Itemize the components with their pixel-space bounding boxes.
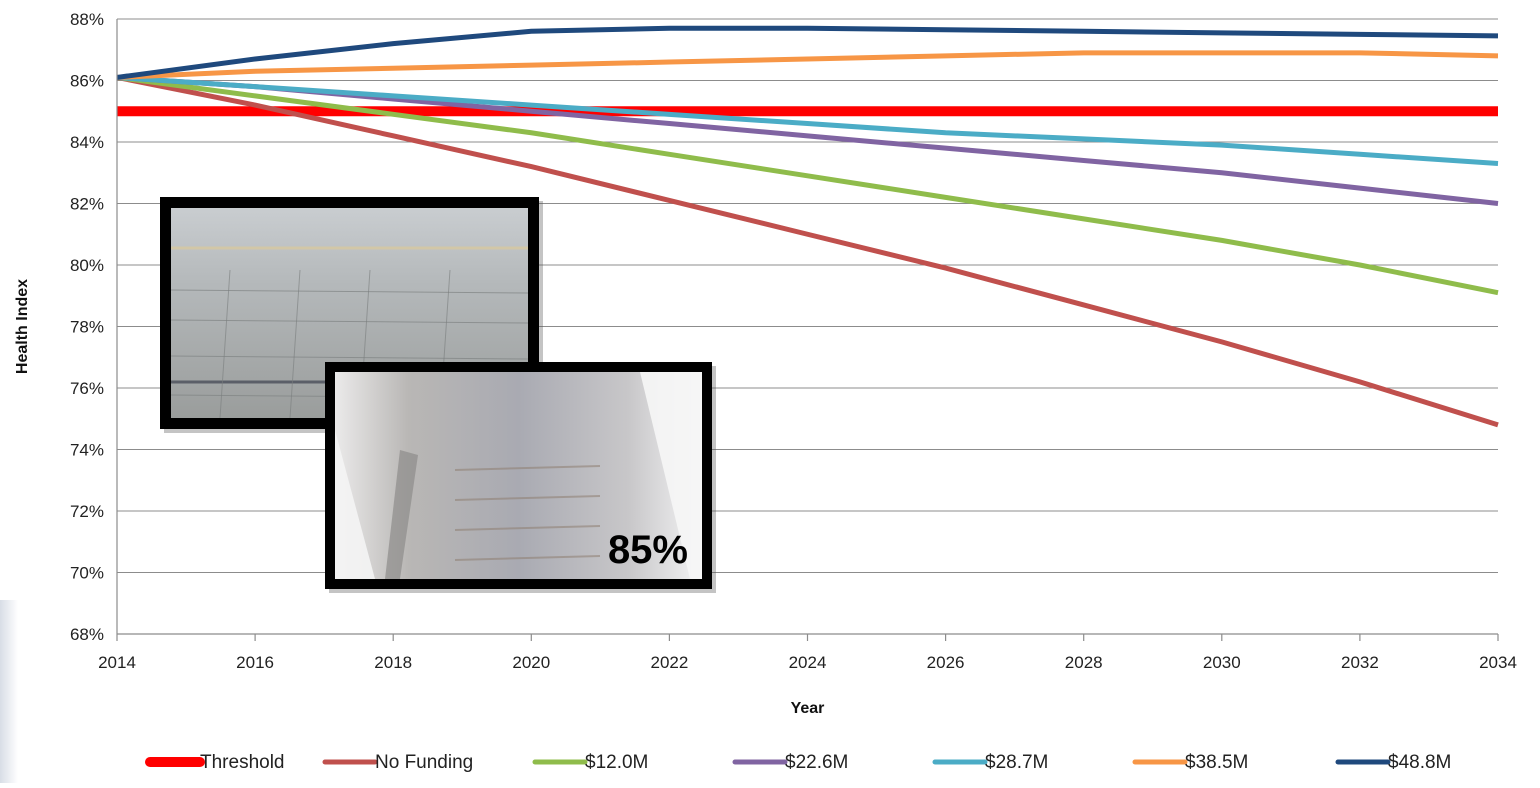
spalling-streak bbox=[454, 555, 601, 561]
legend-label: $22.6M bbox=[785, 752, 848, 773]
x-tick-label: 2030 bbox=[1203, 653, 1241, 672]
legend-label: $28.7M bbox=[985, 752, 1048, 773]
series-line-5 bbox=[116, 50, 1499, 80]
pavement-crack bbox=[170, 289, 529, 294]
left-edge-shade bbox=[0, 600, 18, 783]
spalling-streak bbox=[454, 465, 601, 471]
series-line-3 bbox=[116, 74, 1499, 206]
girder-left bbox=[335, 430, 375, 579]
girder-shadow bbox=[385, 450, 418, 579]
legend-label: $38.5M bbox=[1185, 752, 1248, 773]
axes: 68% 70% 72% 74% 76% 78% 80% 82% 84% 86% 88% 2014 201… bbox=[14, 10, 1517, 717]
x-axis-title: Year bbox=[791, 700, 825, 717]
pavement-crack bbox=[170, 319, 529, 324]
x-tick-label: 2022 bbox=[650, 653, 688, 672]
x-tick-label: 2020 bbox=[512, 653, 550, 672]
legend-label: Threshold bbox=[200, 752, 285, 773]
y-tick-label: 86% bbox=[70, 72, 104, 91]
y-tick-label: 74% bbox=[70, 441, 104, 460]
series-line-4 bbox=[116, 74, 1499, 167]
x-tick-label: 2016 bbox=[236, 653, 274, 672]
pavement-crack bbox=[170, 355, 529, 360]
y-tick-label: 88% bbox=[70, 10, 104, 29]
x-tick-label: 2034 bbox=[1479, 653, 1517, 672]
y-tick-label: 68% bbox=[70, 625, 104, 644]
y-tick-label: 76% bbox=[70, 379, 104, 398]
concrete-photo: 85% bbox=[325, 362, 716, 593]
legend-label: $48.8M bbox=[1388, 752, 1451, 773]
inset-percent-label: 85% bbox=[608, 528, 688, 572]
spalling-streak bbox=[454, 525, 601, 531]
y-axis-title: Health Index bbox=[14, 279, 31, 374]
x-tick-label: 2014 bbox=[98, 653, 136, 672]
spalling-streak bbox=[454, 495, 601, 501]
x-tick-label: 2026 bbox=[927, 653, 965, 672]
inset-photos: 85% bbox=[160, 197, 716, 593]
pavement-joint bbox=[289, 269, 301, 419]
series-line-6 bbox=[116, 25, 1499, 80]
x-tick-label: 2018 bbox=[374, 653, 412, 672]
y-tick-label: 78% bbox=[70, 318, 104, 337]
y-tick-label: 70% bbox=[70, 564, 104, 583]
series-line-2 bbox=[116, 74, 1499, 296]
girder-right bbox=[640, 372, 702, 579]
legend-label: $12.0M bbox=[585, 752, 648, 773]
y-tick-label: 72% bbox=[70, 502, 104, 521]
legend-label: No Funding bbox=[375, 752, 473, 773]
pavement-joint bbox=[219, 269, 231, 419]
x-tick-label: 2028 bbox=[1065, 653, 1103, 672]
y-tick-label: 82% bbox=[70, 195, 104, 214]
y-tick-label: 84% bbox=[70, 133, 104, 152]
series-lines bbox=[116, 25, 1499, 428]
legend: Threshold No Funding $12.0M $22.6M $28.7M $38… bbox=[145, 752, 1451, 773]
series-line-1 bbox=[116, 74, 1499, 428]
x-tick-label: 2024 bbox=[789, 653, 827, 672]
x-tick-label: 2032 bbox=[1341, 653, 1379, 672]
y-tick-label: 80% bbox=[70, 256, 104, 275]
